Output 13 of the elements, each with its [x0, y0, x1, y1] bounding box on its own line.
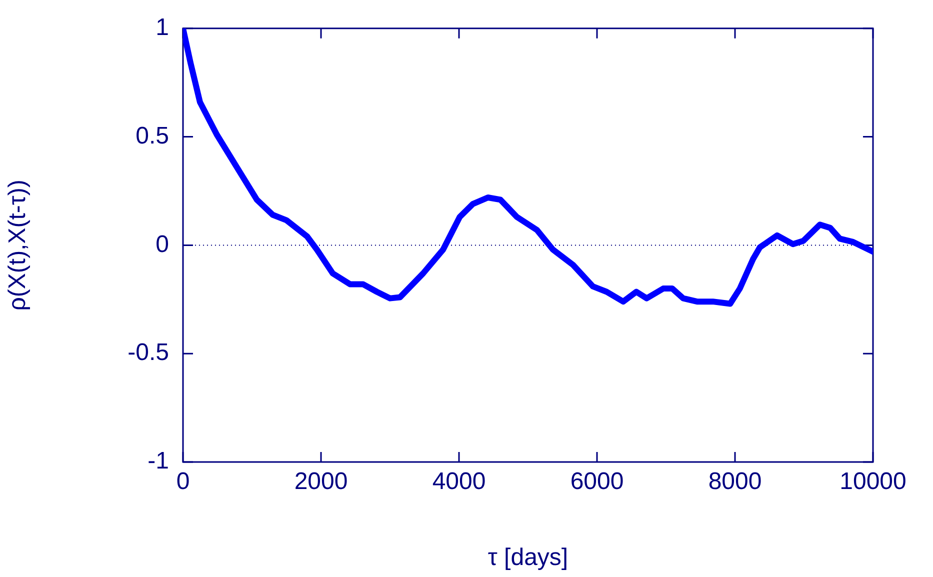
x-tick-label: 4000	[432, 468, 486, 496]
y-tick-label: 0.5	[136, 122, 169, 150]
y-tick-label: -0.5	[128, 339, 169, 366]
x-tick-label: 8000	[708, 468, 762, 496]
y-tick-label: 0	[156, 230, 169, 258]
y-tick-label: 1	[156, 14, 169, 42]
y-tick-label: -1	[148, 448, 169, 475]
x-axis-title: τ [days]	[488, 544, 568, 572]
x-tick-label: 6000	[570, 468, 624, 496]
y-axis-title: ρ(X(t),X(t-τ))	[4, 180, 32, 311]
x-tick-label: 10000	[840, 468, 906, 496]
x-tick-label: 0	[176, 468, 190, 496]
x-tick-label: 2000	[294, 468, 348, 496]
